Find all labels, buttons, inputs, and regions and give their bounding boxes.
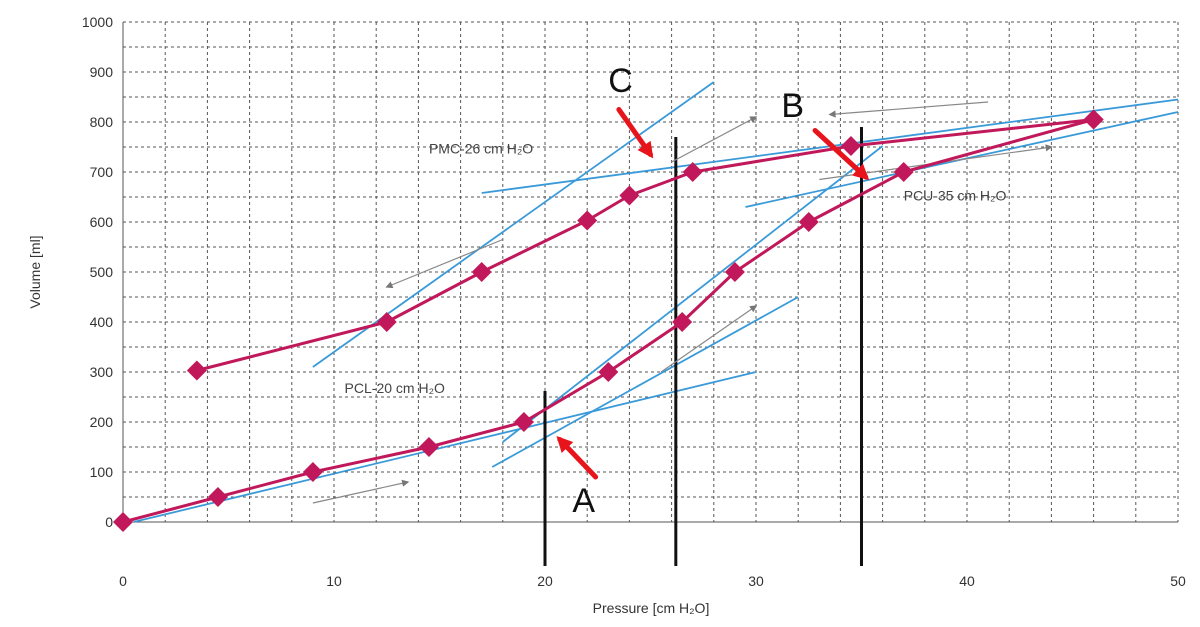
x-axis-label: Pressure [cm H₂O] — [593, 600, 710, 616]
x-tick-label: 10 — [326, 573, 342, 589]
y-tick-label: 100 — [90, 464, 114, 480]
deflation-point — [840, 136, 861, 156]
inflation-point — [302, 462, 323, 482]
inflation-point — [672, 312, 693, 332]
deflation-curve — [196, 118, 1094, 372]
tangent-line — [491, 296, 799, 468]
inflation-point — [113, 512, 133, 532]
inflation-point — [513, 412, 534, 432]
tangent-lines — [133, 81, 1179, 523]
x-tick-label: 20 — [537, 573, 553, 589]
y-tick-label: 0 — [105, 514, 113, 530]
deflation-point — [1083, 109, 1104, 130]
y-tick-label: 200 — [90, 414, 114, 430]
deflation-point — [619, 185, 640, 206]
callout-arrow — [812, 128, 870, 181]
y-tick-label: 600 — [90, 214, 114, 230]
direction-arrow — [312, 479, 410, 504]
tangent-line — [133, 371, 757, 523]
x-tick-label: 0 — [119, 573, 127, 589]
pressure-annotation: PMC-26 cm H₂O — [429, 141, 533, 157]
direction-arrow — [660, 305, 758, 373]
callout-arrow — [556, 436, 599, 480]
y-tick-label: 500 — [90, 264, 114, 280]
y-tick-label: 400 — [90, 314, 114, 330]
y-axis-label: Volume [ml] — [27, 235, 43, 308]
callout-letter: B — [781, 87, 804, 125]
deflation-point — [376, 312, 397, 332]
inflation-point — [207, 487, 228, 507]
callouts: C B A — [556, 62, 870, 520]
annotations: PMC-26 cm H₂O PCU-35 cm H₂O PCL-20 cm H₂O — [345, 141, 1007, 397]
grid — [122, 21, 1179, 523]
curves — [122, 118, 1094, 524]
inflation-point — [893, 162, 914, 182]
direction-arrow — [671, 116, 758, 163]
y-tick-label: 1000 — [82, 14, 113, 30]
x-tick-label: 40 — [959, 573, 975, 589]
deflation-point — [471, 262, 492, 282]
data-markers — [113, 109, 1104, 532]
direction-arrow — [385, 238, 504, 289]
axis-ticks: 0 100 200 300 400 500 600 700 800 900 1000 0 10 20 30 4… — [82, 14, 1186, 589]
tangent-line — [502, 145, 884, 443]
inflation-curve — [122, 118, 1094, 524]
vertical-marker-lines — [543, 127, 863, 566]
y-tick-label: 800 — [90, 114, 114, 130]
deflation-point — [577, 210, 598, 231]
callout-arrow — [616, 107, 654, 159]
inflation-point — [598, 362, 619, 382]
y-tick-label: 700 — [90, 164, 114, 180]
direction-arrow — [828, 101, 989, 118]
deflation-point — [186, 360, 207, 381]
inflation-point — [724, 262, 745, 282]
pressure-annotation: PCL-20 cm H₂O — [345, 380, 445, 396]
deflation-point — [682, 162, 703, 182]
inflation-point — [798, 212, 819, 232]
y-tick-label: 900 — [90, 64, 114, 80]
x-tick-label: 30 — [748, 573, 764, 589]
callout-letter: C — [608, 62, 633, 100]
pressure-annotation: PCU-35 cm H₂O — [904, 188, 1007, 204]
x-tick-label: 50 — [1170, 573, 1186, 589]
callout-letter: A — [572, 482, 595, 520]
inflation-point — [418, 437, 439, 457]
y-tick-label: 300 — [90, 364, 114, 380]
